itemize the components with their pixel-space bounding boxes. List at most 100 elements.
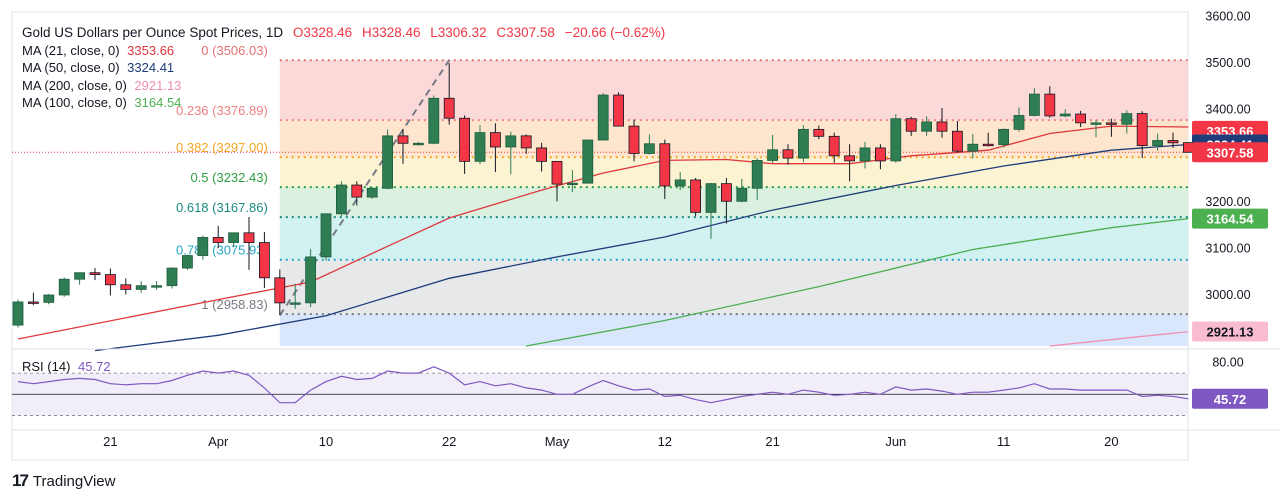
- candle-body: [890, 118, 902, 162]
- candle-body: [767, 149, 778, 161]
- candle: [644, 134, 655, 155]
- fib-label-1: 1 (2958.83): [201, 297, 268, 312]
- ohlc-close: C3307.58: [496, 25, 555, 40]
- price-tag-bg: [1192, 321, 1268, 342]
- price-tag-bg: [1192, 208, 1268, 229]
- x-tick-label: 22: [442, 434, 456, 449]
- candle: [613, 92, 624, 127]
- tradingview-brand: TradingView: [32, 472, 116, 490]
- candle-body: [228, 232, 240, 243]
- candle: [736, 179, 748, 203]
- candle-body: [982, 143, 994, 147]
- candle-body: [428, 97, 440, 144]
- legend-ma-200[interactable]: MA (200, close, 0) 2921.13: [22, 77, 665, 95]
- candle-body: [921, 121, 932, 132]
- rsi-line: [17, 366, 1189, 404]
- candle-body: [1121, 113, 1133, 125]
- candle: [597, 93, 609, 141]
- candle-body: [181, 255, 193, 269]
- legend-ma-200-label: MA (200, close, 0): [22, 77, 127, 93]
- legend-ma-50[interactable]: MA (50, close, 0) 3324.41: [22, 59, 665, 77]
- candle-body: [674, 179, 686, 187]
- x-tick-label: Jun: [885, 434, 906, 449]
- candle: [551, 160, 563, 202]
- candle-body: [659, 143, 671, 187]
- candle-body: [351, 184, 363, 198]
- candle-body: [43, 294, 55, 303]
- candle-body: [166, 267, 178, 287]
- candle-body: [597, 94, 609, 141]
- candle: [674, 172, 686, 191]
- candle-body: [320, 213, 332, 258]
- candle: [197, 235, 209, 260]
- candle-body: [197, 237, 209, 256]
- candle-body: [89, 272, 101, 275]
- candle-body: [628, 125, 640, 154]
- fib-label-0.236: 0.236 (3376.89): [176, 103, 268, 118]
- candle: [366, 187, 378, 199]
- legend-ma-21-value: 3353.66: [127, 42, 175, 58]
- candle-body: [258, 242, 270, 279]
- rsi-legend[interactable]: RSI (14) 45.72: [22, 359, 111, 374]
- legend-title-row: Gold US Dollars per Ounce Spot Prices, 1…: [22, 24, 665, 42]
- candle-body: [1136, 113, 1148, 147]
- ma-line-200: [1049, 330, 1189, 347]
- price-tag-label: 3307.58: [1207, 145, 1254, 160]
- fib-band-0.236: [279, 120, 1188, 158]
- candle: [813, 125, 825, 140]
- candle-body: [443, 97, 455, 119]
- candle: [105, 268, 116, 296]
- candle: [690, 178, 701, 217]
- tradingview-footer[interactable]: 17 TradingView: [12, 471, 115, 491]
- candle-body: [828, 135, 840, 157]
- legend-ma-100[interactable]: MA (100, close, 0) 3164.54: [22, 94, 665, 112]
- price-tag-label: 3164.54: [1207, 212, 1255, 227]
- fib-band-0.618: [279, 217, 1188, 260]
- candle: [1121, 110, 1133, 134]
- legend-ma-100-label: MA (100, close, 0): [22, 95, 127, 110]
- x-tick-label: 21: [103, 434, 117, 449]
- candle-body: [505, 135, 517, 148]
- price-tag-label: 2921.13: [1207, 325, 1254, 340]
- candle: [274, 269, 286, 315]
- candle: [982, 132, 994, 147]
- candle: [212, 225, 224, 249]
- candle-body: [135, 285, 147, 290]
- candle-body: [998, 128, 1009, 146]
- candle-body: [1183, 142, 1194, 153]
- y-tick-label: 3000.00: [1205, 288, 1250, 302]
- symbol-title[interactable]: Gold US Dollars per Ounce Spot Prices, 1…: [22, 25, 284, 40]
- candle: [659, 139, 671, 199]
- ma-line-210: [17, 125, 1189, 340]
- ma-line-100: [526, 217, 1189, 347]
- candle: [166, 267, 178, 289]
- candle: [474, 125, 486, 165]
- y-tick-label: 3600.00: [1205, 10, 1250, 24]
- candle-body: [74, 272, 85, 280]
- candle: [335, 181, 347, 217]
- candle-body: [567, 182, 578, 186]
- fib-band-1: [279, 314, 1188, 346]
- rsi-legend-value: 45.72: [78, 359, 111, 374]
- candle: [921, 116, 932, 136]
- legend-ma-21[interactable]: MA (21, close, 0) 3353.66: [22, 42, 665, 60]
- candle: [289, 283, 301, 309]
- candle: [890, 114, 902, 163]
- candle: [751, 158, 763, 200]
- candle-body: [1090, 122, 1102, 125]
- x-tick-label: May: [545, 434, 570, 449]
- candle: [258, 231, 270, 289]
- candle: [1059, 109, 1071, 118]
- candle: [1183, 142, 1194, 153]
- candle: [567, 170, 578, 192]
- candle-body: [305, 256, 317, 304]
- ohlc-open: O3328.46: [292, 25, 353, 40]
- price-tag-bg: [1192, 142, 1268, 163]
- candle: [1075, 110, 1086, 128]
- candle: [74, 272, 85, 285]
- candle: [1167, 132, 1179, 148]
- x-tick-label: 10: [319, 434, 333, 449]
- candle-body: [798, 128, 809, 159]
- candle-body: [875, 147, 886, 162]
